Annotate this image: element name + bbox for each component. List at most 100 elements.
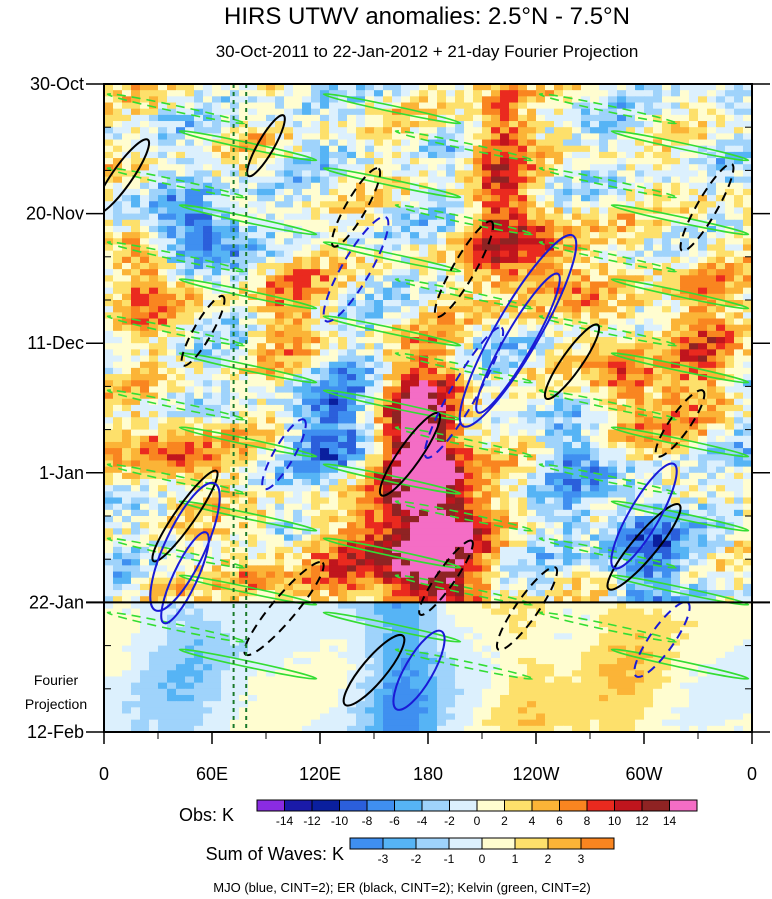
obs-cell [140,96,150,104]
obs-cell [383,133,393,141]
obs-cell [653,293,663,301]
obs-cell [536,121,546,128]
obs-cell [284,164,294,172]
obs-cell [230,164,240,172]
obs-cell [419,386,429,394]
obs-cell [590,158,600,165]
obs-cell [275,306,285,313]
obs-cell [239,491,249,499]
obs-cell [401,269,411,276]
obs-cell [248,411,258,418]
obs-cell [617,96,627,104]
obs-cell [671,404,681,412]
obs-cell [131,392,141,400]
obs-cell [725,145,735,153]
obs-cell [527,441,537,449]
obs-cell [257,121,267,128]
obs-cell [671,145,681,153]
obs-cell [347,509,357,517]
obs-cell [275,114,285,122]
obs-cell [302,108,312,116]
obs-cell [239,139,249,147]
obs-cell [716,491,726,499]
obs-cell [131,306,141,313]
obs-cell [203,213,213,221]
obs-cell [113,343,123,350]
obs-cell [338,460,348,468]
obs-cell [734,281,744,289]
obs-cell [500,151,510,159]
obs-cell [716,133,726,141]
obs-cell [311,244,321,252]
obs-cell [662,386,672,394]
obs-cell [500,121,510,128]
obs-cell [437,435,447,443]
obs-cell [194,392,204,400]
obs-cell [239,232,249,239]
obs-cell [644,485,654,492]
obs-cell [671,256,681,264]
obs-cell [563,324,573,332]
obs-cell [374,232,384,239]
obs-cell [725,121,735,128]
obs-cell [302,404,312,412]
obs-cell [230,417,240,425]
obs-cell [527,349,537,357]
obs-cell [428,225,438,233]
obs-cell [500,244,510,252]
obs-cell [635,386,645,394]
obs-cell [239,275,249,283]
obs-cell [338,454,348,462]
obs-cell [446,318,456,326]
obs-cell [635,139,645,147]
obs-cell [365,244,375,252]
obs-cell [365,404,375,412]
obs-cell [167,380,177,388]
obs-cell [554,158,564,165]
obs-cell [644,330,654,338]
obs-cell [347,195,357,202]
obs-cell [410,114,420,122]
obs-cell [482,411,492,418]
obs-cell [401,182,411,190]
obs-cell [131,102,141,110]
obs-cell [671,151,681,159]
obs-cell [329,355,339,363]
obs-cell [482,188,492,196]
obs-cell [509,312,519,320]
obs-cell [653,466,663,474]
obs-cell [383,182,393,190]
obs-cell [230,219,240,227]
obs-cell [644,300,654,307]
obs-cell [230,250,240,258]
obs-cell [644,497,654,505]
obs-cell [383,139,393,147]
obs-cell [545,485,555,492]
obs-cell [338,312,348,320]
obs-cell [662,491,672,499]
obs-cell [365,256,375,264]
obs-cell [167,478,177,486]
obs-cell [185,454,195,462]
obs-cell [455,90,465,97]
obs-cell [653,281,663,289]
obs-cell [473,84,483,91]
obs-cell [374,306,384,313]
obs-cell [419,392,429,400]
obs-cell [599,503,609,511]
obs-cell [428,454,438,462]
obs-cell [581,411,591,418]
obs-cell [581,158,591,165]
obs-cell [563,182,573,190]
obs-cell [149,238,159,246]
obs-cell [590,176,600,184]
obs-cell [464,337,474,344]
obs-cell [257,330,267,338]
obs-cell [347,262,357,270]
obs-cell [158,411,168,418]
obs-cell [239,281,249,289]
obs-cell [491,275,501,283]
obs-cell [131,281,141,289]
obs-cell [203,269,213,276]
obs-cell [374,318,384,326]
